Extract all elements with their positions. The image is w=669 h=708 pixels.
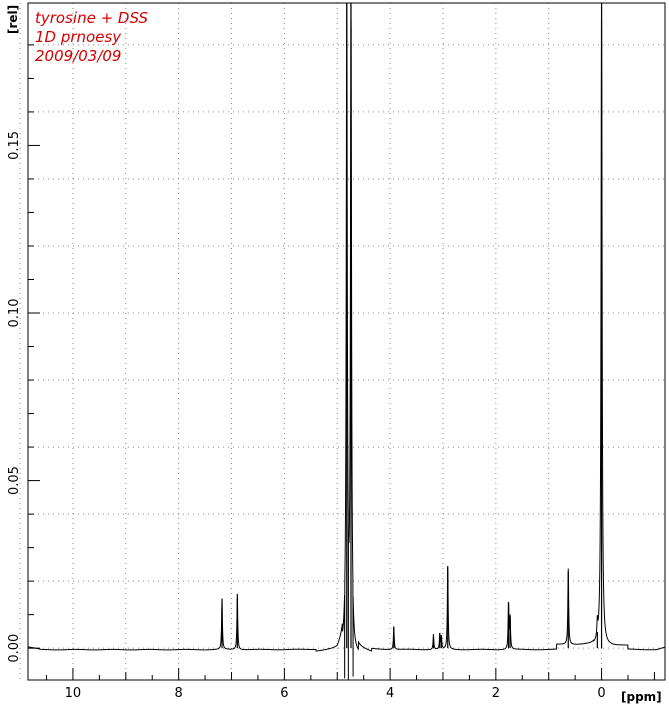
annotation-experiment: 1D prnoesy [35,28,122,46]
y-axis: 0.00 0.05 0.10 0.15 [7,44,40,663]
x-tick-label: 6 [280,686,288,701]
x-tick-label: 0 [597,686,605,701]
x-axis: 10 8 6 4 2 0 [46,668,655,701]
x-tick-label: 4 [386,686,394,701]
x-tick-label: 8 [175,686,183,701]
x-tick-label: 10 [65,686,82,701]
plot-frame [27,2,666,681]
y-axis-label: [rel] [6,5,20,34]
peak-markers [221,3,603,649]
y-tick-label: 0.15 [7,131,22,160]
x-tick-label: 2 [492,686,500,701]
annotation-date: 2009/03/09 [35,47,121,65]
grid-lines [19,3,665,680]
y-tick-label: 0.05 [7,466,22,495]
x-axis-label: [ppm] [621,690,662,704]
y-tick-label: 0.10 [7,299,22,328]
y-tick-label: 0.00 [7,634,22,663]
annotation-sample: tyrosine + DSS [35,9,148,27]
